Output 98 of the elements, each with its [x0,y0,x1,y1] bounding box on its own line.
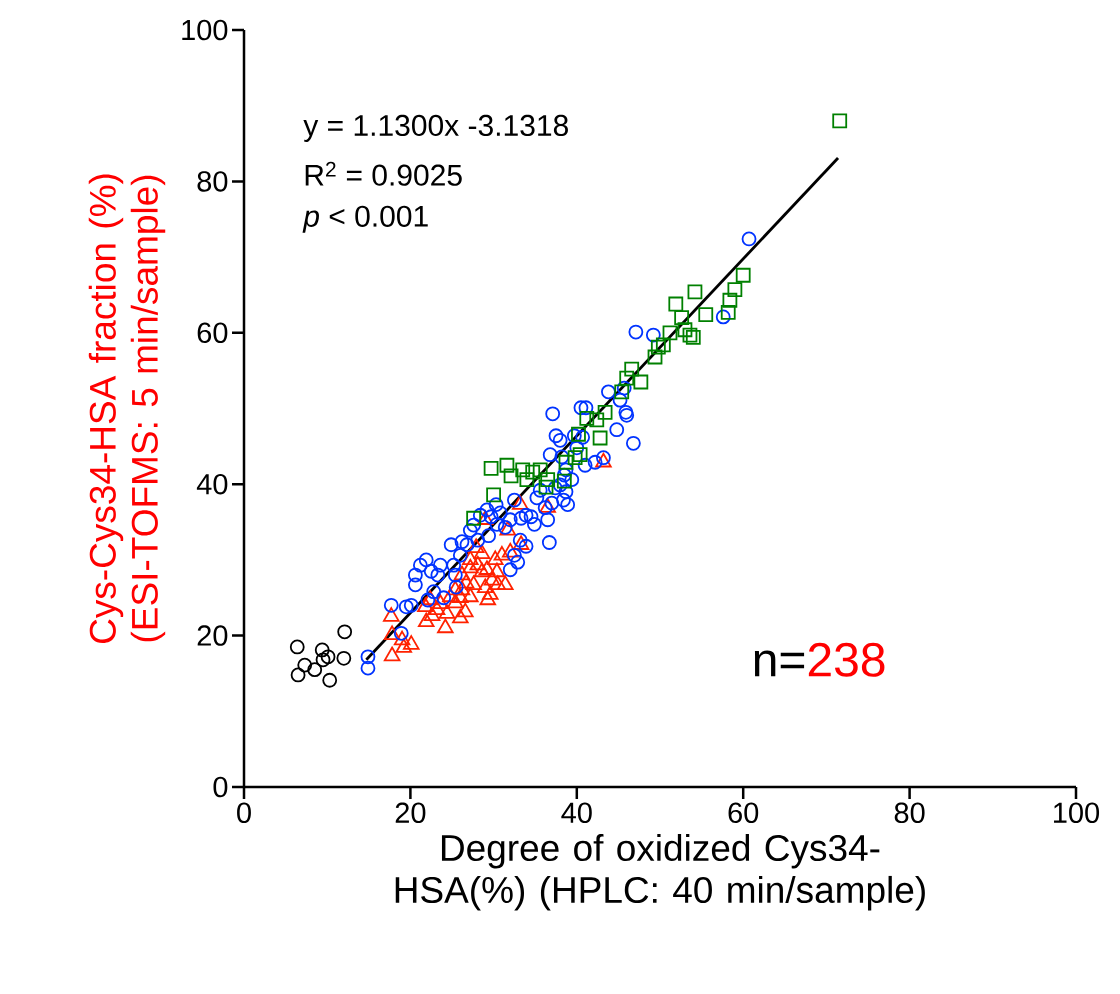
point [423,606,441,622]
x-tick-label: 80 [894,802,925,824]
point [668,296,684,312]
point [457,602,474,618]
point [519,472,535,488]
annotation: y = 1.1300x -3.1318 [303,114,568,142]
point [383,607,400,622]
x-tick-label: 20 [395,802,426,824]
point [655,337,671,353]
point [687,284,703,300]
point [393,630,411,646]
point [493,545,511,561]
annotation: p < 0.001 [302,205,428,233]
point [457,573,475,589]
point [662,325,678,341]
point [465,575,482,591]
annotation: n= [754,650,805,677]
point [437,618,454,634]
point [511,495,529,510]
point [432,594,449,609]
point [571,426,586,442]
point [674,310,690,326]
y-tick-label: 60 [197,322,228,344]
point [515,462,531,478]
point [452,608,469,624]
point [486,487,501,503]
point [677,322,693,338]
point [473,544,491,559]
point [466,510,482,526]
point [417,612,435,628]
point [447,593,464,609]
point [477,578,494,594]
point [462,558,479,574]
x-axis-title: Degree of oxidized Cys34-HSA(%) (HPLC: 40 min/sample) [395,833,925,911]
point [503,468,519,484]
y-tick-label: 40 [196,473,228,495]
point [482,585,499,600]
point [453,580,471,596]
point [624,361,640,377]
y-axis-title: Cys-Cys34-HSA fraction (%) (ESI-TOFMS: 5 min/sample) [88,174,166,644]
point [395,638,413,653]
point [501,542,519,558]
point [442,587,459,603]
point [383,625,401,640]
point [532,462,548,478]
x-tick-label: 100 [1054,802,1100,824]
point [402,635,420,650]
point [496,575,514,591]
point [735,267,751,283]
point [650,339,666,355]
x-tick-label: 0 [237,802,251,824]
y-tick-label: 100 [182,19,228,41]
point [722,292,738,308]
point [383,646,401,662]
point [453,565,471,581]
point [589,412,605,428]
point [538,479,554,495]
point [579,410,595,426]
annotation: 238 [808,642,885,677]
annotation: R$^{2}$ = 0.9025 [305,161,462,186]
point [592,430,608,446]
point [479,590,497,606]
point [832,113,848,129]
point [469,555,487,571]
point [720,304,736,320]
point [428,600,446,615]
point [438,604,456,619]
point [473,562,491,578]
point [499,520,517,536]
point [467,538,485,553]
x-tick-label: 60 [728,802,759,824]
x-tick-label: 40 [561,802,592,824]
y-tick-label: 20 [197,625,228,646]
point [478,560,496,575]
point [462,587,479,603]
point [572,447,588,463]
point [487,550,504,566]
point [483,460,499,476]
point [633,374,649,390]
point [556,473,572,489]
point [488,562,506,578]
point [647,349,663,365]
point [698,307,714,323]
point [614,384,630,400]
point [525,464,541,480]
point [477,510,494,525]
point [727,282,743,298]
y-tick-label: 0 [213,776,228,798]
point [597,404,613,420]
point [558,454,574,470]
point [499,457,515,473]
point [462,550,479,566]
point [540,472,556,488]
point [567,450,583,466]
y-tick-label: 80 [197,171,228,192]
point [417,597,434,612]
point [619,370,635,386]
point [489,575,507,591]
